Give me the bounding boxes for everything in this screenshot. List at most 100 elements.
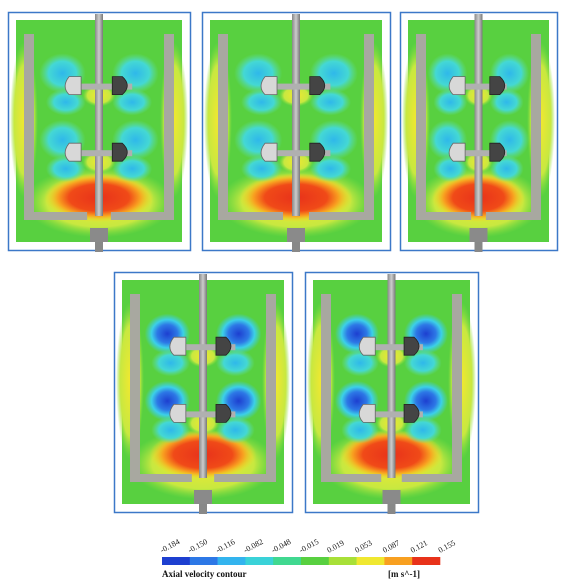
colorbar-segment xyxy=(189,557,218,565)
hub xyxy=(382,490,401,504)
colorbar-tick-label: -0.184 xyxy=(159,537,181,555)
colorbar: -0.184 -0.150 -0.116 -0.082 -0.048 -0.015 0.01… xyxy=(159,537,457,565)
colorbar-segment xyxy=(384,557,413,565)
impeller-disk xyxy=(450,150,507,157)
hub-stem xyxy=(199,504,207,514)
impeller-disk xyxy=(65,83,133,90)
impeller-disk xyxy=(261,83,331,90)
colorbar-tick-label: 0.155 xyxy=(437,538,457,554)
contour xyxy=(215,349,255,377)
colorbar-segment xyxy=(217,557,246,565)
shaft xyxy=(199,274,207,478)
impeller-blade xyxy=(403,336,420,356)
colorbar-unit: [m s^-1] xyxy=(388,569,420,579)
impeller-blade xyxy=(489,142,506,162)
baffle xyxy=(214,294,276,482)
contour xyxy=(151,416,191,444)
colorbar-tick-label: -0.015 xyxy=(298,537,320,555)
shaft xyxy=(95,14,103,216)
panel xyxy=(201,11,392,252)
impeller-disk xyxy=(450,83,507,90)
impeller-blade xyxy=(64,142,82,162)
colorbar-segment xyxy=(273,557,302,565)
impeller-blade xyxy=(111,76,128,95)
colorbar-segment xyxy=(245,557,274,565)
contour xyxy=(112,155,153,183)
colorbar-segment xyxy=(356,557,385,565)
impeller-blade xyxy=(448,76,466,95)
baffle xyxy=(308,34,374,220)
panel xyxy=(304,271,480,514)
contour xyxy=(433,88,468,116)
impeller-blade xyxy=(169,404,187,423)
impeller-blade xyxy=(215,336,232,356)
contour xyxy=(240,155,283,183)
impeller-blade xyxy=(64,76,82,95)
hub-stem xyxy=(474,242,483,252)
shaft xyxy=(387,274,396,478)
impeller-blade xyxy=(489,76,506,95)
contour xyxy=(151,349,191,377)
impeller-disk xyxy=(65,150,133,157)
contour xyxy=(112,88,153,116)
hub xyxy=(194,490,212,504)
impeller-disk xyxy=(360,411,423,418)
hub xyxy=(90,228,108,242)
colorbar-tick-label: 0.019 xyxy=(326,538,346,554)
colorbar-tick-label: -0.116 xyxy=(214,537,236,555)
colorbar-segment xyxy=(162,557,191,565)
hub-stem xyxy=(387,504,396,514)
contour xyxy=(341,416,379,444)
impeller-blade xyxy=(403,404,420,423)
panel xyxy=(113,271,294,514)
contour xyxy=(341,349,379,377)
impeller-blade xyxy=(260,142,278,162)
panel xyxy=(7,11,192,252)
panel xyxy=(399,11,559,252)
impeller-blade xyxy=(358,336,376,356)
shaft xyxy=(292,14,300,216)
hub xyxy=(287,228,305,242)
baffle xyxy=(401,294,462,482)
shaft xyxy=(474,14,483,216)
colorbar-tick-label: 0.053 xyxy=(353,538,373,554)
contour xyxy=(309,155,352,183)
impeller-blade xyxy=(309,142,326,162)
impeller-blade xyxy=(358,404,376,423)
contour xyxy=(215,416,255,444)
impeller-blade xyxy=(169,336,187,356)
contour xyxy=(489,88,524,116)
baffle xyxy=(321,294,382,482)
contour xyxy=(240,88,283,116)
impeller-blade xyxy=(448,142,466,162)
hub xyxy=(469,228,488,242)
impeller-blade xyxy=(215,404,232,423)
contour xyxy=(45,155,86,183)
contour xyxy=(309,88,352,116)
contour xyxy=(489,155,524,183)
hub-stem xyxy=(292,242,300,252)
colorbar-segment xyxy=(412,557,441,565)
colorbar-tick-label: 0.087 xyxy=(381,538,401,554)
colorbar-tick-label: -0.150 xyxy=(187,537,209,555)
colorbar-tick-label: -0.082 xyxy=(242,537,264,555)
contour xyxy=(404,349,442,377)
colorbar-title: Axial velocity contour xyxy=(162,569,247,579)
impeller-disk xyxy=(360,344,423,351)
impeller-disk xyxy=(170,344,236,351)
baffle xyxy=(218,34,284,220)
baffle xyxy=(485,34,541,220)
impeller-blade xyxy=(111,142,128,162)
contour xyxy=(404,416,442,444)
contour xyxy=(45,88,86,116)
contour xyxy=(433,155,468,183)
baffle xyxy=(23,34,88,220)
impeller-blade xyxy=(260,76,278,95)
contour-panels xyxy=(7,11,559,514)
baffle xyxy=(416,34,472,220)
baffle xyxy=(110,34,174,220)
colorbar-tick-label: 0.121 xyxy=(409,538,429,554)
colorbar-segment xyxy=(301,557,330,565)
colorbar-segment xyxy=(328,557,357,565)
